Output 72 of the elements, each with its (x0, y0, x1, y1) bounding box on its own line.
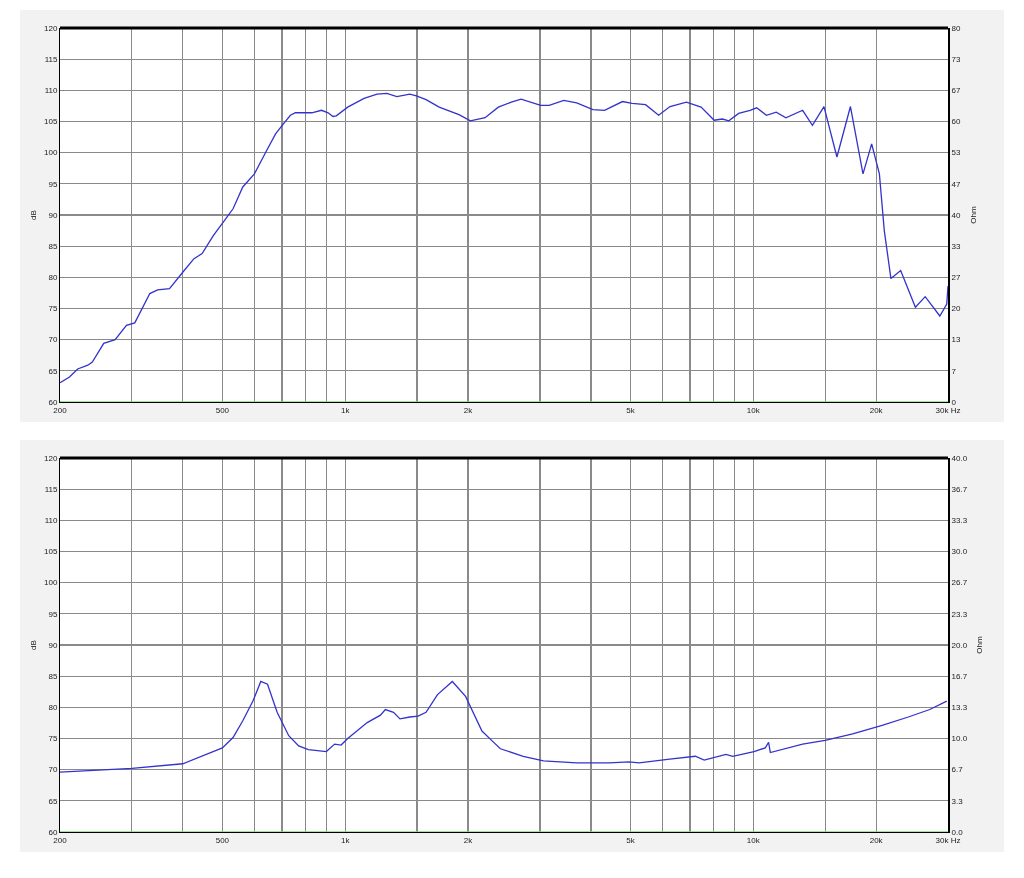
y2-tick-label: 7 (951, 366, 957, 376)
y-tick-label: 75 (48, 734, 58, 744)
y-tick-label: 85 (48, 671, 58, 681)
y2-tick-label: 67 (951, 86, 962, 96)
y2-tick-label: 33.3 (951, 516, 968, 526)
x-tick-label: 20k (869, 405, 884, 415)
x-tick-label: 1k (341, 835, 351, 845)
y-tick-label: 110 (44, 516, 58, 526)
y-tick-label: 105 (44, 117, 58, 127)
x-tick-label: 10k (746, 835, 761, 845)
y-tick-label: 65 (48, 796, 58, 806)
x-tick-label: 200 (53, 405, 68, 415)
y2-tick-label: 13 (951, 335, 962, 345)
y2-tick-label: 16.7 (951, 671, 968, 681)
y2-tick-label: 80 (951, 23, 962, 33)
y2-tick-label: 73 (951, 54, 962, 64)
y2-tick-label: 40.0 (951, 453, 968, 463)
x-tick-label: 30k Hz (935, 835, 961, 845)
y2-tick-label: 3.3 (951, 796, 964, 806)
x-tick-label: 200 (53, 835, 68, 845)
y-tick-label: 95 (48, 179, 58, 189)
x-tick-label: 5k (626, 405, 636, 415)
y-tick-label: 100 (44, 148, 58, 158)
x-tick-label: 2k (463, 835, 474, 845)
y-tick-label: 90 (48, 640, 58, 650)
y-tick-label: 80 (48, 703, 58, 713)
x-tick-label: 30k Hz (935, 405, 961, 415)
y-tick-label: 70 (48, 335, 58, 345)
x-tick-label: 500 (215, 405, 230, 415)
y2-tick-label: 33 (951, 241, 962, 251)
y-tick-label: 60 (48, 827, 58, 837)
y-axis-title: dB (28, 640, 38, 650)
y2-tick-label: 13.3 (951, 703, 968, 713)
y-tick-label: 105 (44, 547, 58, 557)
y2-tick-label: 20.0 (951, 640, 968, 650)
y-tick-label: 80 (48, 273, 58, 283)
x-tick-label: 10k (746, 405, 761, 415)
y-tick-label: 120 (44, 453, 58, 463)
x-tick-label: 20k (869, 835, 884, 845)
y-tick-label: 120 (44, 23, 58, 33)
y-tick-label: 70 (48, 765, 58, 775)
y2-axis-title: Ohm (968, 206, 978, 224)
y-tick-label: 85 (48, 241, 58, 251)
y2-tick-label: 0.0 (951, 827, 964, 837)
y2-tick-label: 6.7 (951, 765, 964, 775)
y2-tick-label: 36.7 (951, 484, 968, 494)
y2-tick-label: 60 (951, 117, 962, 127)
y2-tick-label: 40 (951, 210, 962, 220)
y2-tick-label: 0 (951, 397, 957, 407)
y-tick-label: 90 (48, 210, 58, 220)
y2-tick-label: 47 (951, 179, 962, 189)
y-tick-label: 75 (48, 304, 58, 314)
x-tick-label: 5k (626, 835, 636, 845)
y-tick-label: 110 (44, 86, 58, 96)
y-tick-label: 60 (48, 397, 58, 407)
y-tick-label: 95 (48, 609, 58, 619)
y2-tick-label: 20 (951, 304, 962, 314)
y2-tick-label: 30.0 (951, 547, 968, 557)
y2-tick-label: 10.0 (951, 734, 968, 744)
y-tick-label: 115 (44, 484, 58, 494)
x-tick-label: 2k (463, 405, 474, 415)
y2-tick-label: 26.7 (951, 578, 968, 588)
y-tick-label: 100 (44, 578, 58, 588)
x-tick-label: 1k (341, 405, 351, 415)
y2-tick-label: 53 (951, 148, 962, 158)
y2-axis-title: Ohm (975, 636, 985, 654)
y2-tick-label: 23.3 (951, 609, 968, 619)
x-tick-label: 500 (215, 835, 230, 845)
y-axis-title: dB (28, 210, 38, 220)
y-tick-label: 65 (48, 366, 58, 376)
y2-tick-label: 27 (951, 273, 962, 283)
y-tick-label: 115 (44, 54, 58, 64)
